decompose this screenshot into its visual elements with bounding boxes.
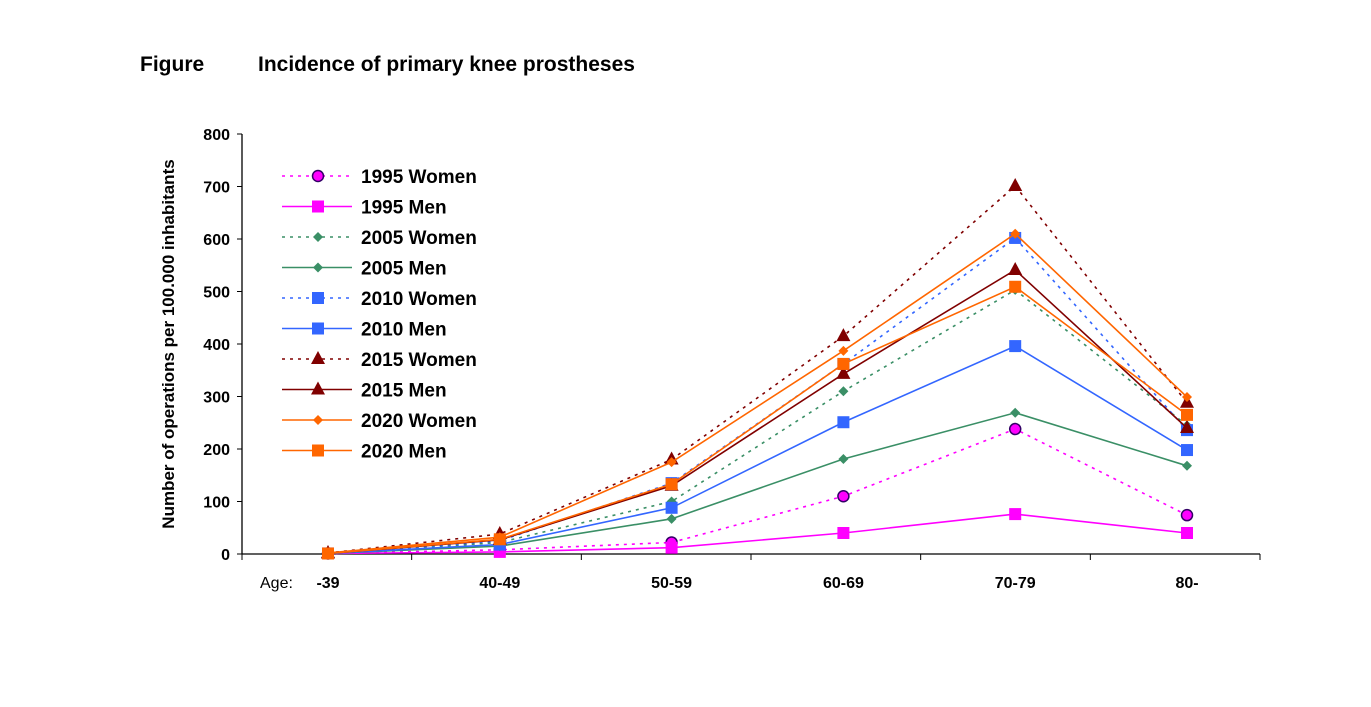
series-1995-men — [322, 508, 1193, 560]
legend-label: 2020 Women — [361, 411, 477, 432]
x-tick-label: 40-49 — [479, 575, 520, 592]
series-line — [327, 236, 1188, 555]
square-marker — [665, 478, 678, 491]
series-line — [327, 345, 1188, 555]
legend-label: 2010 Men — [361, 320, 447, 341]
legend-label: 2020 Men — [361, 442, 447, 463]
diamond-marker — [666, 457, 677, 468]
legend-label: 2015 Women — [361, 350, 477, 371]
square-marker — [312, 292, 324, 304]
series-1995-women — [321, 422, 1194, 560]
diamond-marker — [1010, 228, 1021, 239]
triangle-marker — [311, 381, 325, 395]
legend-label: 2010 Women — [361, 289, 477, 310]
square-marker — [322, 547, 334, 560]
square-marker — [665, 541, 678, 554]
figure-label: Figure — [140, 53, 205, 76]
square-marker — [1009, 508, 1022, 521]
diamond-marker — [666, 513, 677, 524]
x-tick-label: -39 — [316, 575, 339, 592]
square-marker — [312, 200, 324, 213]
diamond-marker — [313, 232, 323, 242]
square-marker — [312, 322, 324, 335]
legend-item: 2010 Men — [282, 320, 447, 341]
series-line — [327, 513, 1188, 555]
legend-item: 2010 Women — [282, 289, 477, 310]
legend-item: 1995 Women — [282, 167, 477, 188]
diamond-marker — [838, 345, 849, 356]
legend-item: 2015 Men — [282, 381, 447, 402]
series-line — [327, 288, 1188, 555]
square-marker — [1181, 408, 1193, 421]
square-marker — [1009, 280, 1022, 293]
square-marker — [493, 533, 506, 546]
y-tick-label: 100 — [203, 495, 230, 512]
diamond-marker — [1010, 407, 1021, 418]
legend-item: 2015 Women — [282, 350, 477, 371]
series-line — [327, 285, 1188, 555]
square-marker — [1181, 527, 1193, 539]
circle-marker — [311, 169, 325, 183]
legend: 1995 Women 1995 Men 2005 Women 2005 Men 2010… — [282, 167, 477, 463]
series-line — [327, 184, 1188, 554]
square-marker — [837, 527, 850, 539]
figure-title: Incidence of primary knee prostheses — [258, 53, 635, 76]
legend-item: 2005 Women — [282, 228, 477, 249]
diamond-marker — [1182, 392, 1192, 403]
series-line — [327, 232, 1188, 554]
diamond-marker — [1182, 460, 1192, 471]
y-tick-label: 0 — [221, 547, 230, 564]
y-tick-label: 200 — [203, 442, 230, 459]
square-marker — [312, 444, 324, 457]
series-2020-women — [323, 228, 1192, 558]
legend-item: 2020 Women — [282, 411, 477, 432]
y-tick-label: 800 — [203, 127, 230, 144]
triangle-marker — [311, 351, 325, 364]
series-2010-men — [322, 340, 1193, 560]
series-2010-women — [322, 231, 1193, 560]
y-tick-label: 700 — [203, 180, 230, 197]
y-tick-label: 400 — [203, 337, 230, 354]
x-tick-label: 70-79 — [995, 575, 1036, 592]
x-tick-label: 50-59 — [651, 575, 692, 592]
x-tick-label: 60-69 — [823, 575, 864, 592]
circle-marker — [837, 490, 850, 503]
square-marker — [837, 416, 850, 429]
x-axis-prefix: Age: — [260, 575, 293, 592]
series-line — [327, 411, 1188, 555]
y-axis-label: Number of operations per 100.000 inhabit… — [159, 159, 178, 528]
legend-label: 2005 Men — [361, 259, 447, 280]
circle-marker — [1180, 508, 1194, 522]
triangle-marker — [1008, 261, 1023, 275]
y-tick-label: 600 — [203, 232, 230, 249]
legend-item: 2005 Men — [282, 259, 447, 280]
square-marker — [1009, 340, 1022, 353]
legend-label: 1995 Women — [361, 167, 477, 188]
legend-item: 2020 Men — [282, 442, 447, 463]
legend-label: 2005 Women — [361, 228, 477, 249]
triangle-marker — [836, 365, 851, 379]
legend-label: 1995 Men — [361, 198, 447, 219]
x-tick-label: 80- — [1175, 575, 1198, 592]
diamond-marker — [313, 415, 323, 425]
diamond-marker — [838, 386, 849, 397]
square-marker — [837, 357, 850, 370]
circle-marker — [1008, 422, 1022, 436]
diamond-marker — [838, 453, 849, 464]
square-marker — [1181, 444, 1193, 457]
square-marker — [665, 501, 678, 514]
legend-label: 2015 Men — [361, 381, 447, 402]
diamond-marker — [313, 262, 323, 273]
triangle-marker — [836, 328, 851, 342]
series-2020-men — [322, 280, 1193, 560]
triangle-marker — [1180, 420, 1194, 433]
triangle-marker — [1008, 177, 1023, 191]
y-tick-label: 300 — [203, 390, 230, 407]
y-tick-label: 500 — [203, 285, 230, 302]
series-line — [327, 428, 1188, 555]
legend-item: 1995 Men — [282, 198, 447, 219]
